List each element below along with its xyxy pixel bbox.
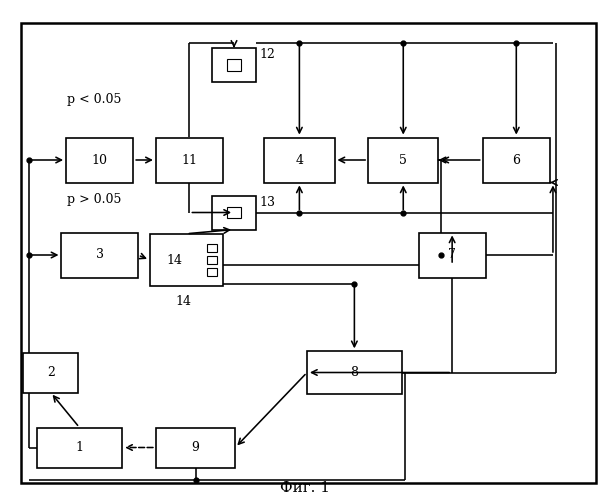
Bar [264, 138, 335, 182]
Bar [156, 138, 223, 182]
Text: 8: 8 [350, 366, 359, 379]
Bar [207, 256, 217, 264]
Text: 14: 14 [166, 254, 182, 266]
Text: 2: 2 [47, 366, 54, 379]
Bar [368, 138, 439, 182]
Text: 7: 7 [448, 248, 456, 262]
Bar [150, 234, 223, 286]
Bar [61, 232, 138, 278]
Text: 13: 13 [259, 196, 275, 208]
Text: 3: 3 [95, 248, 104, 262]
Bar [156, 428, 235, 468]
Text: 11: 11 [181, 154, 197, 166]
Bar [227, 60, 241, 70]
Text: 9: 9 [192, 441, 199, 454]
Text: 1: 1 [75, 441, 84, 454]
Text: 12: 12 [259, 48, 275, 61]
Text: Фиг. 1: Фиг. 1 [280, 481, 331, 495]
Bar [307, 351, 402, 394]
Bar [37, 428, 122, 468]
Bar [419, 232, 486, 278]
Bar [23, 352, 78, 393]
Bar [212, 196, 256, 230]
Text: 5: 5 [400, 154, 407, 166]
Bar [66, 138, 133, 182]
Text: 10: 10 [92, 154, 108, 166]
Text: 4: 4 [295, 154, 304, 166]
Bar [207, 268, 217, 276]
Bar [483, 138, 550, 182]
Text: p > 0.05: p > 0.05 [67, 194, 122, 206]
Text: p < 0.05: p < 0.05 [67, 94, 122, 106]
Bar [212, 48, 256, 82]
Text: 14: 14 [175, 295, 191, 308]
Text: 6: 6 [512, 154, 521, 166]
Bar [227, 207, 241, 218]
Bar [207, 244, 217, 252]
